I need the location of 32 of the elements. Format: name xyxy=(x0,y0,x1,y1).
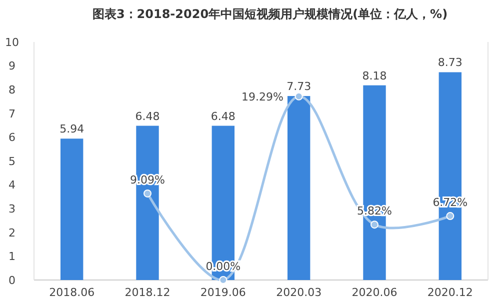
bar xyxy=(287,96,310,280)
y-tick-label: 3 xyxy=(8,202,16,216)
point xyxy=(294,92,303,100)
data-label: 6.48 xyxy=(135,110,160,123)
y-tick-label: 1 xyxy=(8,250,16,264)
x-tick-label: 2018.06 xyxy=(49,286,95,299)
y-tick-label: 8 xyxy=(8,83,16,96)
data-label: 8.18 xyxy=(362,69,387,82)
x-tick-label: 2020.12 xyxy=(427,286,473,299)
point xyxy=(446,212,454,220)
data-label: 5.94 xyxy=(60,122,84,136)
y-tick-label: 4 xyxy=(8,178,16,192)
chart-title: 图表3：2018-2020年中国短视频用户规模情况(单位：亿人，%) xyxy=(92,7,448,21)
y-tick-label: 10 xyxy=(5,36,19,49)
x-tick-label: 2020.06 xyxy=(352,286,398,299)
point xyxy=(370,220,378,229)
x-tick-label: 2018.12 xyxy=(124,286,170,299)
y-tick-label: 7 xyxy=(8,107,16,120)
y-tick-label: 5 xyxy=(8,154,16,168)
point xyxy=(219,276,228,284)
data-label: 8.73 xyxy=(438,56,462,70)
x-tick-label: 2019.06 xyxy=(200,286,246,299)
data-label: 19.29% xyxy=(242,90,284,104)
point xyxy=(144,189,152,198)
y-tick-label: 0 xyxy=(8,274,16,287)
bar xyxy=(60,138,84,280)
y-tick-label: 2 xyxy=(8,226,16,240)
data-label: 6.48 xyxy=(210,110,236,123)
y-tick-label: 9 xyxy=(8,60,16,73)
y-tick-label: 6 xyxy=(8,131,16,144)
x-tick-label: 2020.03 xyxy=(276,286,322,299)
data-label: 7.73 xyxy=(286,80,312,94)
